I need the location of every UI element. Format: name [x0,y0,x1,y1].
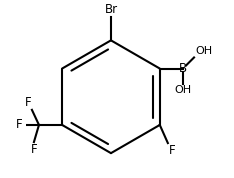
Text: OH: OH [174,85,191,95]
Text: F: F [25,96,31,109]
Text: Br: Br [104,3,117,16]
Text: F: F [16,118,23,131]
Text: B: B [179,62,187,75]
Text: OH: OH [195,46,212,56]
Text: F: F [30,143,37,156]
Text: F: F [168,144,175,157]
